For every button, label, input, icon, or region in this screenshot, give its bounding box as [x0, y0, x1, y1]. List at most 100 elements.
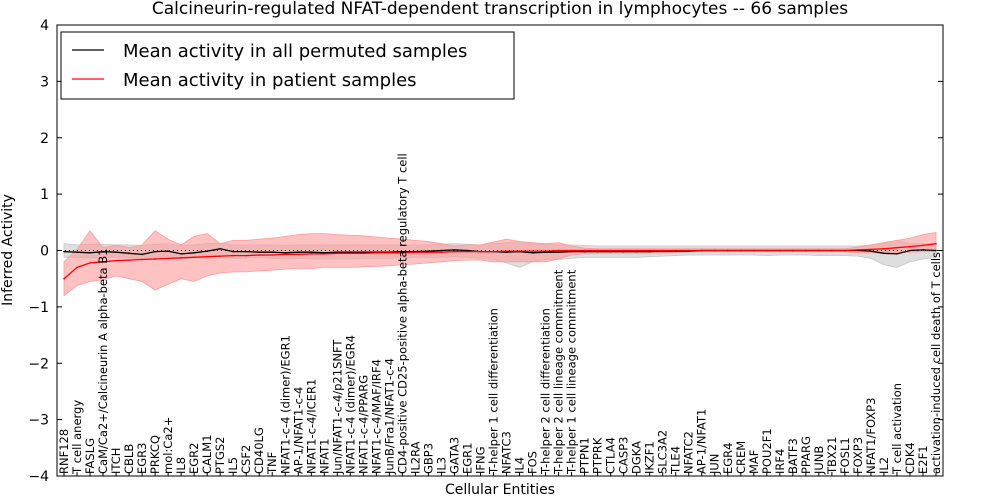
data-point-permuted: [297, 251, 300, 253]
x-tick-label: PPARG: [799, 436, 813, 474]
x-tick-label: E2F1: [916, 445, 930, 474]
data-point-patient: [752, 249, 755, 252]
x-tick-label: NFAT1-c-4/ICER1: [304, 379, 318, 474]
y-tick-label: −3: [28, 413, 49, 429]
legend-label-permuted: Mean activity in all permuted samples: [123, 41, 467, 62]
legend-label-patient: Mean activity in patient samples: [123, 70, 417, 91]
data-point-patient: [232, 254, 234, 257]
data-point-patient: [115, 259, 117, 262]
x-tick-label: PTPN1: [578, 437, 592, 474]
data-point-patient: [870, 248, 872, 251]
x-tick-label: CREM: [734, 441, 748, 474]
x-tick-label: JUNB: [812, 446, 826, 475]
data-point-permuted: [466, 249, 469, 252]
data-point-patient: [492, 250, 495, 253]
data-point-patient: [766, 249, 768, 252]
data-point-permuted: [583, 250, 586, 253]
data-point-patient: [427, 251, 430, 253]
x-tick-label: JUN: [708, 454, 722, 475]
data-point-patient: [831, 249, 833, 252]
data-point-patient: [596, 249, 599, 252]
x-tick-label: T-helper 2 cell lineage commitment: [552, 269, 566, 475]
x-tick-label: DGKA: [630, 441, 644, 474]
band-patient: [63, 230, 937, 297]
x-tick-label: FASLG: [83, 438, 97, 474]
x-tick-label: CTLA4: [604, 437, 618, 474]
data-point-patient: [180, 257, 182, 259]
data-point-patient: [792, 249, 794, 252]
x-tick-label: FOSL1: [838, 437, 852, 474]
x-tick-label: EGR4: [721, 443, 735, 475]
x-tick-label: TBX21: [825, 437, 839, 475]
x-tick-label: IL2: [877, 457, 891, 474]
data-point-patient: [206, 255, 208, 258]
x-tick-label: IL5: [226, 457, 240, 474]
data-point-patient: [89, 262, 91, 264]
x-tick-label: CD4-positive CD25-positive alpha-beta re…: [395, 153, 409, 474]
x-tick-label: NFATC2: [682, 431, 696, 474]
x-tick-label: CSF2: [239, 445, 253, 474]
y-tick-label: 3: [40, 74, 49, 90]
data-point-permuted: [323, 251, 326, 254]
x-tick-label: TNF: [265, 452, 279, 475]
data-point-patient: [466, 250, 469, 253]
data-point-patient: [609, 249, 612, 252]
x-tick-label: PRKCQ: [148, 435, 162, 474]
data-point-patient: [271, 254, 274, 256]
x-tick-label: NFATC3: [500, 431, 514, 474]
x-tick-label: NFAT1-c-4 (dimer)/EGR1: [278, 335, 292, 474]
legend: Mean activity in all permuted samples Me…: [60, 31, 515, 100]
x-tick-label: JunB/Fra1/NFAT1-c-4: [382, 358, 396, 475]
data-point-patient: [297, 253, 300, 256]
data-point-patient: [687, 249, 690, 252]
data-point-patient: [674, 249, 677, 252]
data-point-patient: [805, 249, 807, 252]
data-point-patient: [844, 249, 846, 252]
data-point-permuted: [922, 249, 924, 251]
data-point-permuted: [544, 251, 547, 253]
data-point-permuted: [609, 250, 612, 253]
y-axis: −4 −3 −2 −1 0 1 2 3 4: [28, 18, 943, 485]
x-tick-label: PTPRK: [591, 437, 605, 474]
data-point-permuted: [154, 250, 156, 253]
data-point-permuted: [245, 250, 248, 253]
data-point-patient: [922, 244, 924, 247]
x-tick-label: EGR1: [461, 443, 475, 475]
data-point-permuted: [193, 251, 195, 254]
data-point-patient: [883, 248, 885, 250]
data-point-permuted: [102, 250, 104, 253]
data-point-patient: [453, 250, 456, 253]
x-axis: RNF128 T cell anergy FASLG CaM/Ca2+/Calcine…: [57, 153, 943, 476]
data-point-permuted: [570, 250, 573, 253]
series-line-patient: [63, 243, 937, 280]
x-tick-label: NFAT1/FOXP3: [864, 398, 878, 474]
data-point-patient: [896, 246, 898, 249]
data-point-permuted: [76, 251, 78, 253]
data-point-patient: [479, 250, 482, 253]
x-tick-label: IKZF1: [643, 441, 657, 474]
data-point-patient: [401, 251, 404, 254]
x-axis-label: Cellular Entities: [445, 482, 555, 498]
x-tick-label: IL8: [174, 457, 188, 474]
x-tick-label: T cell activation: [890, 383, 904, 475]
data-point-permuted: [883, 252, 885, 255]
data-point-patient: [635, 249, 638, 252]
x-tick-label: T cell anergy: [70, 400, 84, 475]
data-point-patient: [336, 252, 339, 255]
data-point-patient: [128, 259, 130, 261]
data-point-patient: [63, 277, 65, 280]
plot-layer: [57, 230, 943, 297]
data-point-permuted: [89, 251, 91, 254]
data-point-patient: [726, 249, 729, 252]
data-point-patient: [700, 249, 703, 252]
data-point-permuted: [284, 251, 287, 254]
data-point-permuted: [128, 252, 130, 255]
data-point-permuted: [336, 251, 339, 253]
x-tick-label: T-helper 2 cell differentiation: [539, 308, 553, 475]
data-point-patient: [219, 255, 221, 257]
x-tick-label: CASP3: [617, 437, 631, 474]
data-point-patient: [544, 250, 547, 252]
data-point-patient: [779, 249, 781, 252]
y-axis-label: Inferred Activity: [0, 194, 16, 306]
